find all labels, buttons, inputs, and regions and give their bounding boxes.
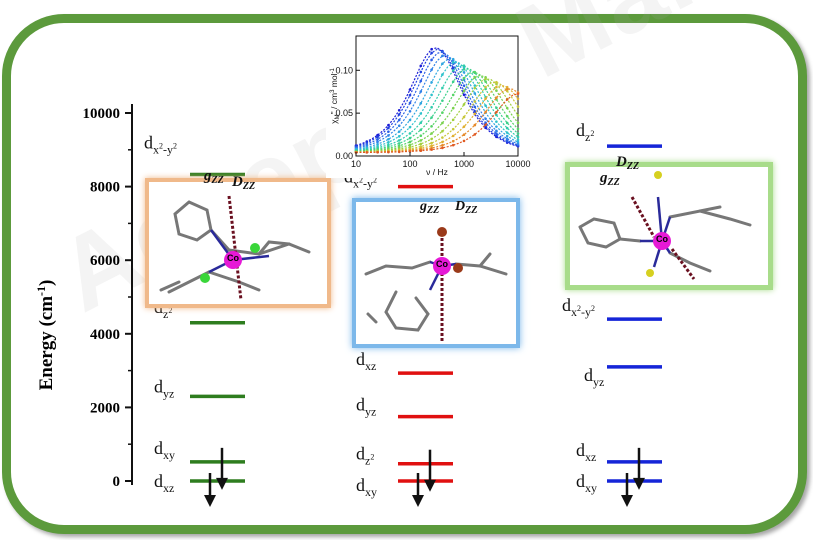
molecule-2-metal: Co	[436, 259, 448, 269]
complex1-orbital-label: dx2-y2	[144, 132, 177, 156]
complex3-orbital-label: dx2-y2	[562, 295, 595, 319]
electron-arrowhead	[216, 477, 228, 490]
molecule-3-structure	[578, 171, 752, 280]
electron-arrowhead	[412, 495, 424, 507]
electron-arrowhead	[621, 495, 633, 507]
complex2-orbital-label: dz2	[356, 444, 374, 468]
complex3-orbital-label: dz2	[576, 120, 594, 144]
axis-tick-label: 4000	[90, 327, 120, 343]
molecule-1-structure	[159, 195, 311, 301]
energy-axis: 10000 8000 6000 4000 2000 0 Energy (cm-1)	[34, 104, 133, 490]
complex2-orbital-label: dyz	[356, 395, 376, 419]
molecule-3-metal: Co	[656, 234, 668, 244]
molecule-1-metal: Co	[227, 253, 239, 263]
axis-tick-label: 2000	[90, 400, 120, 416]
molecule-1-image: Co	[145, 178, 331, 308]
complex1-orbital-label: dxz	[154, 471, 174, 495]
electron-arrowhead	[633, 477, 645, 490]
complex1-orbital-label: dxy	[154, 438, 175, 462]
complex2-orbital-label: dxy	[356, 475, 377, 499]
axis-label: Energy (cm-1)	[34, 280, 57, 391]
axis-tick-label: 0	[113, 474, 121, 490]
electron-arrowhead	[204, 495, 216, 507]
complex3-orbital-label: dyz	[584, 365, 604, 389]
axis-tick-label: 6000	[90, 253, 120, 269]
complex3-orbital-label: dxy	[576, 471, 597, 495]
axis-tick-label: 10000	[83, 106, 121, 122]
molecule-2-image: Co	[352, 198, 520, 348]
complex2-orbital-label: dx2-y2	[344, 167, 377, 191]
electron-arrowhead	[424, 479, 436, 492]
complex2-orbital-label: dxz	[356, 349, 376, 373]
complex1-orbital-label: dyz	[154, 376, 174, 400]
axis-tick-label: 8000	[90, 180, 120, 196]
complex3-orbital-label: dxz	[576, 440, 596, 464]
molecule-3-image: Co	[565, 162, 773, 290]
molecule-2-structure	[364, 227, 508, 342]
